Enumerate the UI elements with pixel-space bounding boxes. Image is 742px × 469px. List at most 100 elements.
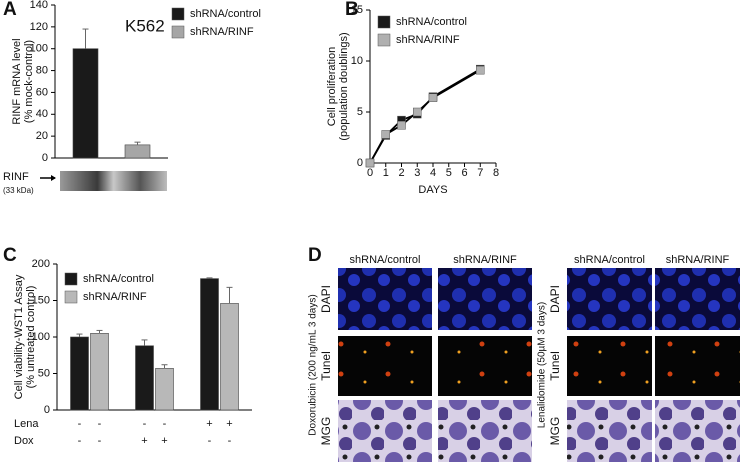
row-label: DAPI [319,285,333,313]
y-axis-label: RINF mRNA level [11,38,23,124]
legend-label: shRNA/RINF [396,34,460,46]
condition-value: + [226,418,232,430]
y-tick-label: 20 [36,130,48,142]
x-tick-label: 7 [477,167,483,179]
treatment-label: Doxorubicin (200 ng/mL 3 days) [308,294,319,435]
condition-label: Lena [14,418,39,430]
y-tick-label: 120 [30,21,48,33]
legend-label: shRNA/RINF [83,291,147,303]
row-label: Tunel [319,351,333,381]
marker [381,130,390,139]
blot-arrowhead [51,175,56,181]
micrograph [655,400,740,462]
y-tick-label: 100 [32,331,50,343]
x-tick-label: 1 [383,167,389,179]
condition-value: + [141,435,147,447]
x-tick-label: 5 [446,167,452,179]
blot-sublabel: (33 kDa) [3,186,34,195]
micrograph [438,336,532,396]
micrograph [567,336,652,396]
line [369,68,481,164]
marker [428,93,438,102]
row-label: MGG [548,417,562,446]
y-tick-label: 0 [44,404,50,416]
condition-value: - [143,418,147,430]
micrograph [655,268,740,330]
column-header: shRNA/control [350,254,421,266]
bar [70,336,89,411]
y-axis-label: Cell viability-WST1 Assay [13,274,25,399]
y-tick-label: 80 [36,64,48,76]
x-axis-label: DAYS [418,184,447,196]
condition-value: + [206,418,212,430]
legend-swatch [64,290,78,304]
row-label: MGG [319,417,333,446]
treatment-label: Lenalidomide (50µM 3 days) [537,302,548,428]
legend-swatch [64,272,78,286]
y-axis-label: Cell proliferation [326,47,338,126]
legend-swatch [171,25,185,39]
y-tick-label: 140 [30,0,48,11]
micrograph [438,400,532,462]
bar [72,48,99,159]
y-axis-label: (population doublings) [338,32,350,140]
marker [365,158,375,168]
row-label: Tunel [548,351,562,381]
y-tick-label: 40 [36,108,48,120]
legend-label: shRNA/RINF [190,26,254,38]
y-tick-label: 60 [36,86,48,98]
legend-label: shRNA/control [396,16,467,28]
western-blot [60,171,167,191]
legend-label: shRNA/control [190,8,261,20]
y-tick-label: 15 [351,4,363,16]
marker [476,65,485,75]
condition-value: - [78,418,82,430]
micrograph [567,400,652,462]
x-tick-label: 2 [398,167,404,179]
column-header: shRNA/RINF [453,254,517,266]
y-tick-label: 0 [357,157,363,169]
x-tick-label: 6 [461,167,467,179]
x-tick-label: 8 [493,167,499,179]
condition-value: - [228,435,232,447]
micrograph [567,268,652,330]
micrograph [438,268,532,330]
y-tick-label: 100 [30,43,48,55]
y-axis-label: (% mock-control) [23,40,35,123]
bar [90,333,109,411]
panel-letter: C [3,245,17,266]
column-header: shRNA/control [574,254,645,266]
bar [220,303,239,411]
y-axis-label: (% untreated control) [25,286,37,389]
y-tick-label: 0 [42,152,48,164]
panel-letter: B [345,0,359,20]
condition-label: Dox [14,435,34,447]
micrograph [338,336,432,396]
condition-value: + [161,435,167,447]
bar [200,278,219,411]
condition-value: - [98,418,102,430]
micrograph [338,400,432,462]
row-label: DAPI [548,285,562,313]
annotation: K562 [125,16,165,35]
y-tick-label: 10 [351,55,363,67]
legend-label: shRNA/control [83,273,154,285]
condition-value: - [163,418,167,430]
bar [124,144,151,159]
x-tick-label: 4 [430,167,436,179]
panel-letter: A [3,0,17,20]
bar [135,345,154,411]
x-tick-label: 0 [367,167,373,179]
y-tick-label: 200 [32,258,50,270]
bar [155,368,174,411]
marker [413,107,422,117]
condition-value: - [208,435,212,447]
legend-swatch [171,7,185,21]
blot-label: RINF [3,171,29,183]
micrograph [655,336,740,396]
y-tick-label: 5 [357,106,363,118]
condition-value: - [98,435,102,447]
panel-letter: D [308,245,322,266]
line [369,69,481,164]
